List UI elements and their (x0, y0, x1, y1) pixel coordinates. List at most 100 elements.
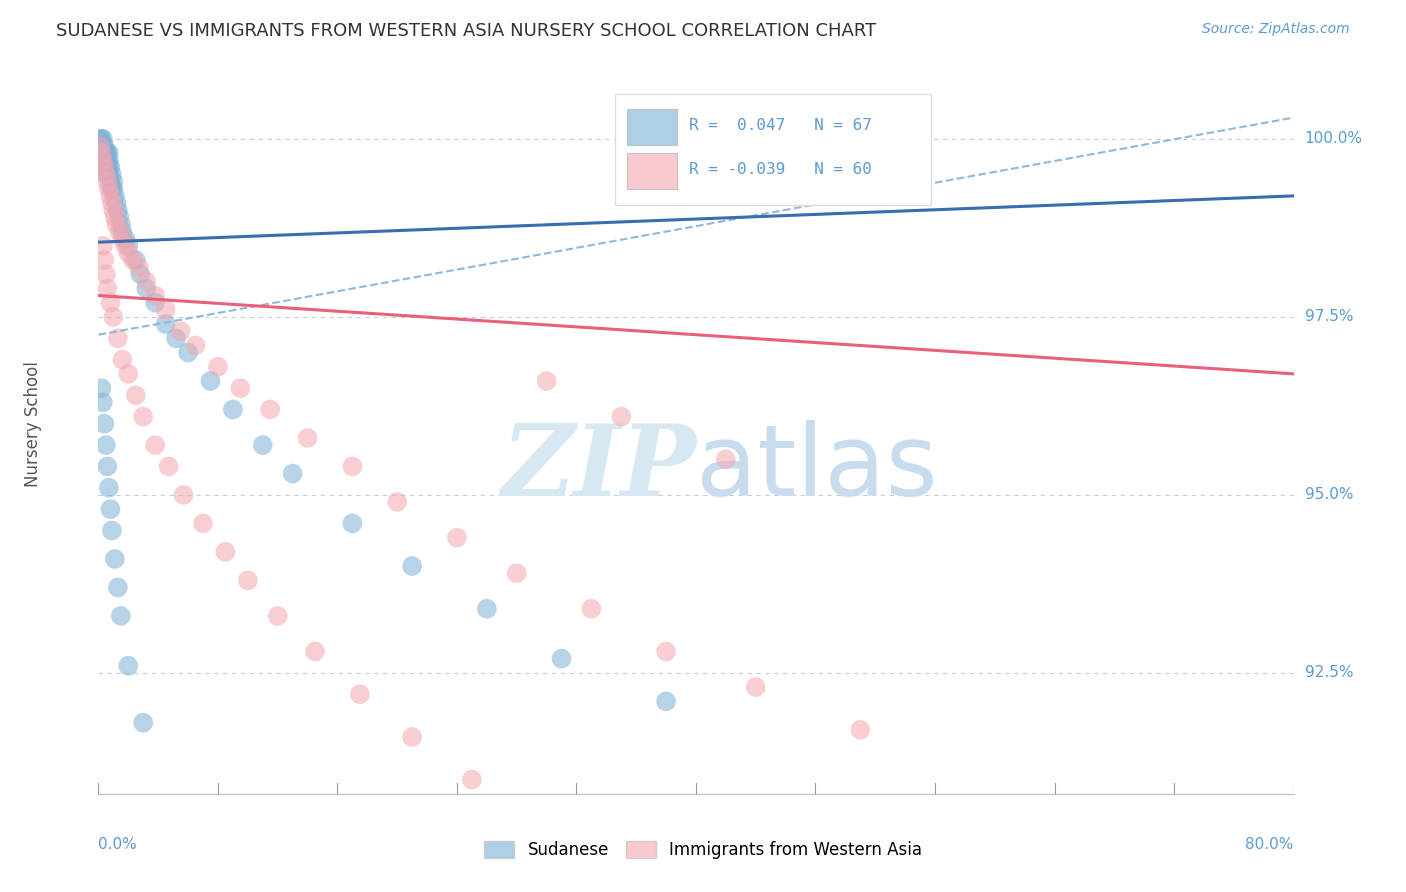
Point (155, 302, 177, 317)
Point (461, 772, 484, 787)
Point (101, 182, 124, 196)
Point (97, 161, 120, 175)
Point (89, 139, 111, 153)
Point (104, 552, 127, 566)
Point (446, 531, 468, 545)
Point (550, 651, 572, 665)
Point (191, 516, 214, 531)
Point (173, 488, 195, 502)
Point (157, 459, 180, 474)
Point (90, 381, 112, 395)
Text: 92.5%: 92.5% (1305, 665, 1353, 681)
Point (200, 374, 222, 388)
Point (96, 459, 118, 474)
Point (91, 238, 114, 252)
Point (297, 431, 319, 445)
Point (104, 211, 127, 225)
Point (655, 694, 678, 708)
Point (93, 153, 115, 168)
Point (401, 559, 423, 574)
Point (110, 608, 132, 623)
Point (259, 402, 281, 417)
Point (184, 338, 207, 352)
Point (155, 317, 177, 331)
Point (93, 161, 115, 175)
Point (103, 175, 125, 189)
Point (97, 146, 120, 161)
Point (96, 175, 118, 189)
Point (96, 146, 118, 161)
Point (97, 182, 120, 196)
Point (342, 459, 364, 474)
Point (849, 723, 872, 737)
FancyBboxPatch shape (614, 95, 931, 205)
Point (207, 359, 229, 374)
Point (214, 545, 236, 559)
Point (91, 146, 114, 161)
Point (101, 196, 124, 211)
Point (108, 225, 131, 239)
Point (94, 161, 117, 175)
Point (132, 409, 155, 424)
Point (93, 146, 115, 161)
Point (143, 438, 166, 452)
Text: 0.0%: 0.0% (98, 837, 138, 852)
Point (94, 267, 117, 281)
Point (96, 168, 118, 182)
Point (117, 658, 139, 673)
Point (135, 274, 157, 288)
Text: 100.0%: 100.0% (1305, 131, 1362, 146)
Point (96, 153, 118, 168)
Text: Nursery School: Nursery School (24, 360, 42, 487)
Text: atlas: atlas (696, 419, 938, 516)
Point (108, 211, 131, 225)
Point (91, 132, 114, 146)
Point (94, 438, 117, 452)
Point (129, 267, 152, 281)
Point (90, 146, 112, 161)
Point (475, 601, 498, 615)
Point (349, 687, 371, 701)
Point (111, 225, 134, 239)
Point (110, 218, 132, 232)
Point (342, 516, 364, 531)
Point (93, 417, 115, 431)
Point (107, 581, 129, 595)
Text: R =  0.047   N = 67: R = 0.047 N = 67 (689, 118, 872, 133)
Point (267, 608, 290, 623)
Point (101, 168, 124, 182)
Point (177, 345, 200, 359)
Text: Source: ZipAtlas.com: Source: ZipAtlas.com (1202, 22, 1350, 37)
Point (581, 601, 603, 615)
Point (107, 331, 129, 345)
Point (117, 367, 139, 381)
Point (107, 203, 129, 218)
Point (91, 139, 114, 153)
Text: ZIP: ZIP (501, 420, 696, 516)
Legend: Sudanese, Immigrants from Western Asia: Sudanese, Immigrants from Western Asia (478, 834, 928, 866)
Point (252, 438, 274, 452)
Point (128, 260, 150, 274)
Point (143, 295, 166, 310)
Point (103, 182, 125, 196)
Point (132, 715, 155, 730)
Point (94, 153, 117, 168)
Point (90, 146, 112, 161)
Point (97, 481, 120, 495)
Point (125, 388, 148, 402)
Point (401, 730, 423, 744)
Point (236, 574, 259, 588)
Point (114, 238, 136, 252)
Point (281, 467, 304, 481)
Point (105, 196, 128, 211)
FancyBboxPatch shape (627, 153, 676, 189)
Point (91, 395, 114, 409)
Point (96, 161, 118, 175)
Point (93, 161, 115, 175)
Text: 95.0%: 95.0% (1305, 487, 1353, 502)
Point (105, 218, 128, 232)
Point (104, 189, 127, 203)
Point (229, 381, 252, 395)
Point (98, 295, 122, 310)
Point (93, 139, 115, 153)
